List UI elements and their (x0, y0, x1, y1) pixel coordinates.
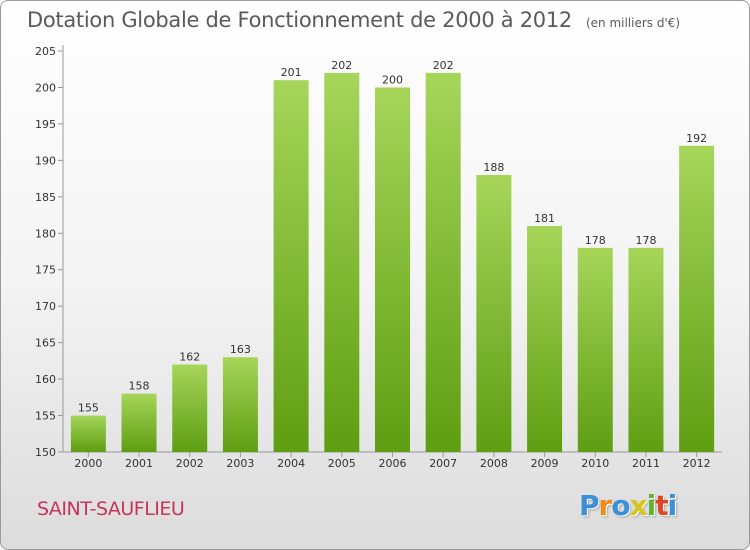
logo-letter: r (598, 489, 613, 522)
commune-name: SAINT-SAUFLIEU (37, 498, 185, 520)
bar-2004 (273, 80, 309, 452)
x-tick-label: 2002 (176, 457, 204, 470)
title-row: Dotation Globale de Fonctionnement de 20… (27, 8, 680, 32)
bar-2001 (121, 393, 157, 452)
data-label-2008: 188 (483, 161, 504, 174)
logo-letter: t (655, 489, 668, 522)
data-labels: 155 158 162 163 201 202 200 202 188 181 178 178 192 (78, 59, 707, 415)
bar-2007 (425, 72, 461, 452)
data-label-2009: 181 (534, 212, 555, 225)
data-label-2012: 192 (686, 132, 707, 145)
bar-2000 (70, 415, 106, 452)
bar-2008 (476, 174, 512, 453)
x-tick-label: 2011 (632, 457, 660, 470)
logo-letter: x (629, 489, 648, 522)
x-axis: 2000 2001 2002 2003 2004 2005 2006 2007 2008 2009… (63, 451, 722, 470)
y-tick-label: 170 (35, 300, 56, 313)
y-axis: 150 155 160 165 170 175 180 185 190 195 200 205 (35, 45, 64, 459)
logo-letter: i (646, 489, 657, 522)
data-label-2000: 155 (78, 402, 99, 415)
bar-2009 (527, 225, 563, 452)
y-tick-label: 180 (35, 227, 56, 240)
x-tick-label: 2010 (581, 457, 609, 470)
x-tick-label: 2009 (531, 457, 559, 470)
y-tick-label: 200 (35, 81, 56, 94)
x-tick-label: 2007 (429, 457, 457, 470)
x-tick-label: 2005 (328, 457, 356, 470)
x-tick-label: 2006 (379, 457, 407, 470)
x-tick-label: 2012 (683, 457, 711, 470)
data-label-2004: 201 (281, 66, 302, 79)
y-tick-label: 150 (35, 446, 56, 459)
x-tick-label: 2004 (277, 457, 305, 470)
data-label-2011: 178 (635, 234, 656, 247)
bar-2011 (628, 247, 664, 452)
logo-letter: o (611, 489, 630, 522)
x-tick-label: 2003 (226, 457, 254, 470)
y-tick-label: 175 (35, 264, 56, 277)
chart-subtitle: (en milliers d'€) (585, 16, 681, 30)
y-tick-label: 155 (35, 410, 56, 423)
data-label-2001: 158 (129, 380, 150, 393)
data-label-2006: 200 (382, 73, 403, 86)
y-tick-label: 160 (35, 373, 56, 386)
bar-2010 (577, 247, 613, 452)
data-label-2002: 162 (179, 351, 200, 364)
bar-2003 (222, 357, 258, 452)
bar-2006 (375, 87, 410, 453)
x-tick-label: 2000 (74, 457, 102, 470)
bars (70, 72, 715, 453)
bar-2005 (324, 72, 360, 452)
data-label-2005: 202 (331, 59, 352, 72)
proxiti-logo: Proxiti (579, 489, 678, 522)
y-tick-label: 185 (35, 191, 56, 204)
bar-2012 (679, 145, 715, 453)
x-tick-label: 2001 (125, 457, 153, 470)
bar-2002 (172, 364, 208, 452)
y-tick-label: 205 (35, 45, 56, 58)
y-tick-label: 165 (35, 337, 56, 350)
data-label-2010: 178 (585, 234, 606, 247)
logo-letter: i (667, 489, 678, 522)
x-tick-label: 2008 (480, 457, 508, 470)
data-label-2007: 202 (433, 59, 454, 72)
chart-title: Dotation Globale de Fonctionnement de 20… (27, 8, 572, 32)
data-label-2003: 163 (230, 343, 251, 356)
logo-letter: P (579, 489, 600, 522)
y-tick-label: 190 (35, 154, 56, 167)
y-tick-label: 195 (35, 118, 56, 131)
